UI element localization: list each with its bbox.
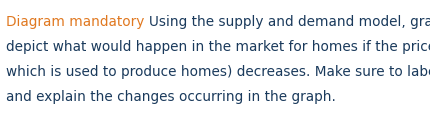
Text: depict what would happen in the market for homes if the price of lumber (: depict what would happen in the market f… <box>6 40 430 54</box>
Text: and explain the changes occurring in the graph.: and explain the changes occurring in the… <box>6 89 335 103</box>
Text: which is used to produce homes) decreases. Make sure to label the axes: which is used to produce homes) decrease… <box>6 64 430 78</box>
Text: Using the supply and demand model, graphically: Using the supply and demand model, graph… <box>148 15 430 29</box>
Text: Diagram mandatory: Diagram mandatory <box>6 15 148 29</box>
